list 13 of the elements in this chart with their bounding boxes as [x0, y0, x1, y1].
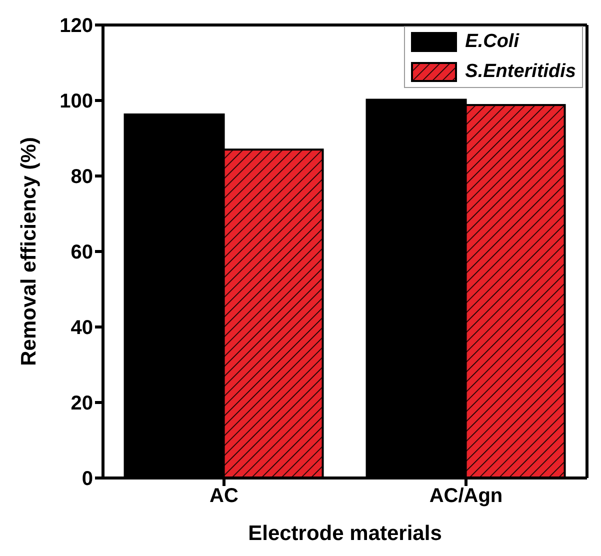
legend-label: S.Enteritidis — [465, 61, 576, 83]
y-tick-label: 20 — [70, 392, 93, 415]
y-tick-label: 80 — [70, 166, 93, 188]
x-tick-label: AC — [210, 485, 238, 508]
y-axis-title: Removal efficiency (%) — [17, 137, 40, 366]
y-tick-label: 100 — [60, 90, 93, 113]
x-axis-title: Electrode materials — [248, 522, 442, 545]
legend-label: E.Coli — [465, 31, 519, 53]
y-tick-label: 0 — [82, 468, 93, 490]
y-tick-label: 40 — [70, 317, 93, 340]
x-tick-label: AC/Agn — [429, 485, 503, 508]
y-tick-label: 120 — [60, 15, 93, 38]
y-tick-label: 60 — [70, 242, 93, 264]
